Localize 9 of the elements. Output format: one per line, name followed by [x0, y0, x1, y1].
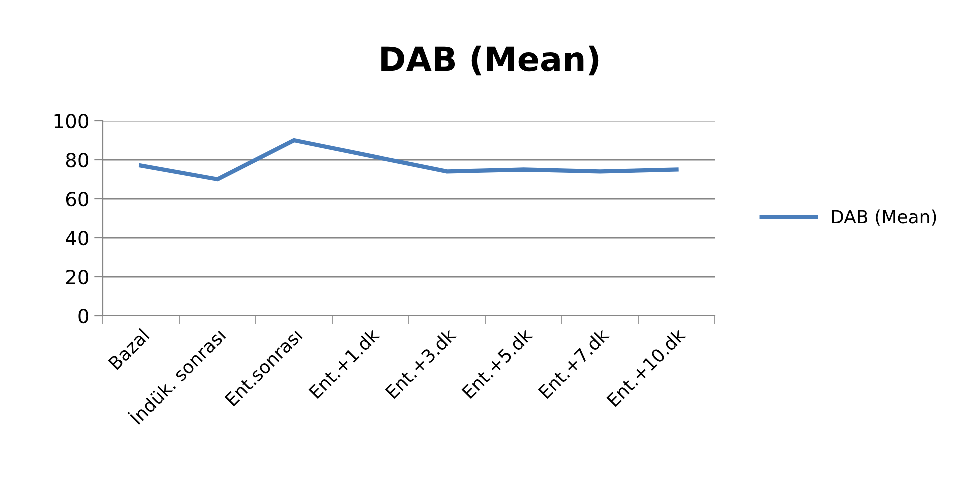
y-tick-label: 100 — [54, 114, 89, 129]
y-tick-label: 0 — [78, 308, 89, 324]
legend-label: DAB (Mean) — [832, 210, 936, 226]
y-tick-label: 80 — [66, 152, 89, 168]
y-tick-label: 60 — [66, 192, 89, 207]
line-series — [139, 138, 679, 182]
y-tick-label: 20 — [66, 270, 89, 285]
y-tick-label: 40 — [66, 230, 89, 246]
chart-title: DAB (Mean) — [382, 46, 599, 76]
